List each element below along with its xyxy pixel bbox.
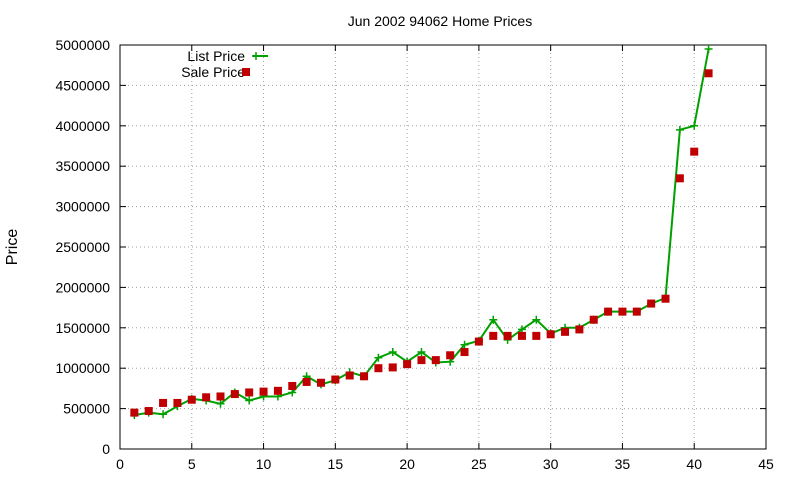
y-tick-label: 2500000 [55, 239, 110, 255]
y-tick-label: 1500000 [55, 320, 110, 336]
x-tick-label: 20 [399, 456, 415, 472]
sale-price-point [647, 299, 656, 308]
sale-price-point [675, 174, 684, 183]
x-tick-label: 15 [328, 456, 344, 472]
x-tick-label: 10 [256, 456, 272, 472]
x-tick-label: 5 [188, 456, 196, 472]
x-tick-label: 30 [543, 456, 559, 472]
sale-price-point [316, 378, 325, 387]
sale-price-point [546, 330, 555, 339]
sale-price-point [632, 307, 641, 316]
sale-price-point [216, 392, 225, 401]
x-tick-label: 25 [471, 456, 487, 472]
list-price-point [417, 348, 426, 357]
list-price-point [704, 45, 713, 54]
x-tick-label: 35 [615, 456, 631, 472]
sale-price-point [690, 147, 699, 156]
sale-price-point [589, 315, 598, 324]
sale-price-point [704, 69, 713, 78]
x-tick-label: 0 [116, 456, 124, 472]
y-tick-label: 500000 [63, 401, 110, 417]
sale-price-point [259, 387, 268, 396]
sale-price-point [130, 408, 139, 417]
list-price-point [388, 348, 397, 357]
y-axis-label: Price [4, 229, 21, 266]
legend-marker-list-price [252, 52, 260, 60]
data-series [130, 45, 713, 420]
y-tick-label: 3500000 [55, 158, 110, 174]
list-price-point [245, 396, 254, 405]
sale-price-point [460, 348, 469, 357]
sale-price-point [517, 331, 526, 340]
list-price-point [690, 121, 699, 130]
sale-price-point [561, 327, 570, 336]
sale-price-point [403, 360, 412, 369]
sale-price-point [503, 331, 512, 340]
y-tick-label: 3000000 [55, 199, 110, 215]
list-price-point [216, 399, 225, 408]
sale-price-point [417, 356, 426, 365]
sale-price-point [187, 395, 196, 404]
sale-price-point [302, 377, 311, 386]
list-price-point [489, 315, 498, 324]
list-price-point [675, 125, 684, 134]
sale-price-point [345, 371, 354, 380]
list-price-point [374, 353, 383, 362]
list-price-point [159, 410, 168, 419]
sale-price-point [159, 398, 168, 407]
sale-price-point [245, 388, 254, 397]
sale-price-point [618, 307, 627, 316]
list-price-point [532, 315, 541, 324]
y-tick-label: 4500000 [55, 77, 110, 93]
y-tick-label: 5000000 [55, 37, 110, 53]
y-tick-label: 4000000 [55, 118, 110, 134]
sale-price-point [489, 331, 498, 340]
sale-price-point [230, 390, 239, 399]
sale-price-point [604, 307, 613, 316]
legend-swatch-sale-price [242, 68, 250, 76]
sale-price-point [446, 351, 455, 360]
y-tick-label: 0 [102, 441, 110, 457]
legend-label-list-price: List Price [187, 48, 245, 64]
list-price-point [460, 340, 469, 349]
sale-price-point [575, 325, 584, 334]
y-tick-label: 1000000 [55, 360, 110, 376]
x-tick-label: 45 [758, 456, 774, 472]
sale-price-point [273, 386, 282, 395]
legend-label-sale-price: Sale Price [181, 64, 245, 80]
sale-price-point [360, 372, 369, 381]
chart-title: Jun 2002 94062 Home Prices [348, 13, 532, 29]
sale-price-point [288, 381, 297, 390]
y-tick-label: 2000000 [55, 279, 110, 295]
sale-price-point [661, 294, 670, 303]
sale-price-point [202, 393, 211, 402]
axes: 0 5 10 15 20 25 30 35 40 45 0 500000 1000000 1500000 2… [55, 37, 774, 472]
x-tick-label: 40 [686, 456, 702, 472]
sale-price-point [431, 356, 440, 365]
sale-price-point [331, 375, 340, 384]
sale-price-point [144, 407, 153, 416]
sale-price-point [532, 331, 541, 340]
sale-price-point [388, 363, 397, 372]
sale-price-point [173, 398, 182, 407]
sale-price-point [474, 337, 483, 346]
sale-price-point [374, 364, 383, 373]
